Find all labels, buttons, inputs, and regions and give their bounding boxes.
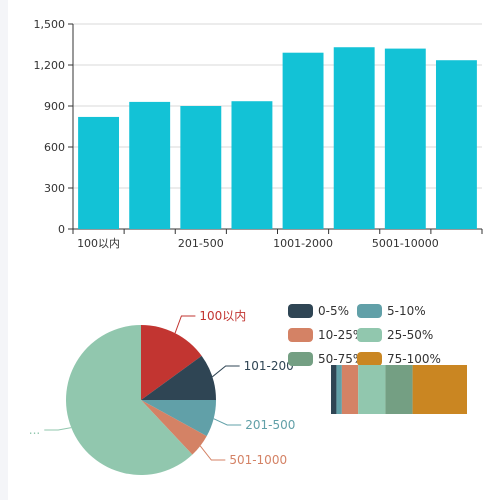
bar	[231, 101, 273, 229]
legend-label: 0-5%	[318, 304, 349, 318]
pie-leader-line	[44, 427, 72, 431]
stacked-segment	[341, 365, 359, 414]
legend-label: 5-10%	[387, 304, 426, 318]
stacked-segment	[358, 365, 386, 414]
x-tick-label: 5001-10000	[372, 237, 439, 250]
x-tick-label: 100以内	[77, 236, 120, 250]
pie-slice	[141, 355, 216, 400]
dashboard-panel: 0 300 600 900 1,200 1,500 100以内 201-500 1001-200…	[8, 0, 500, 500]
bar	[282, 52, 324, 230]
y-tick-label: 900	[44, 100, 65, 113]
x-tick-label: 201-500	[178, 237, 224, 250]
legend-label: 25-50%	[387, 328, 433, 342]
pie-leader-line	[212, 365, 240, 378]
charts-canvas: 0 300 600 900 1,200 1,500 100以内 201-500 1001-200…	[29, 18, 483, 475]
pie-leader-line	[174, 315, 196, 334]
stacked-segment	[412, 365, 467, 414]
pie-slice	[66, 325, 193, 475]
x-tick-label: 1001-2000	[273, 237, 333, 250]
legend-swatch	[288, 352, 313, 366]
bar	[384, 48, 426, 229]
bar	[333, 47, 375, 229]
pie-slice	[141, 400, 217, 437]
y-tick-label: 300	[44, 182, 65, 195]
pie-slice-label: 100以内	[199, 309, 246, 323]
y-tick-label: 1,500	[34, 18, 66, 31]
y-tick-label: 0	[58, 223, 65, 236]
bar	[435, 60, 477, 229]
legend-label: 10-25%	[318, 328, 364, 342]
bar	[180, 106, 222, 229]
stacked-segment	[336, 365, 342, 414]
legend-label: 75-100%	[387, 352, 441, 366]
legend-swatch	[357, 304, 382, 318]
pie-leader-line	[199, 445, 226, 461]
pie-slice-label: 101-200	[244, 359, 294, 373]
pie-leader-line	[213, 418, 242, 426]
legend-swatch	[288, 328, 313, 342]
stacked-segment	[331, 365, 337, 414]
stacked-segment	[385, 365, 413, 414]
pie-slice	[141, 325, 202, 400]
legend-label: 50-75%	[318, 352, 364, 366]
pie-slice	[141, 400, 207, 455]
bar	[78, 116, 120, 229]
pie-slice-label: 501-1000	[229, 453, 287, 467]
y-tick-label: 1,200	[34, 59, 66, 72]
legend-swatch	[288, 304, 313, 318]
legend-swatch	[357, 328, 382, 342]
bar	[129, 101, 171, 229]
pie-slice-label: ...	[29, 423, 40, 437]
y-tick-label: 600	[44, 141, 65, 154]
pie-slice-label: 201-500	[245, 418, 295, 432]
legend-swatch	[357, 352, 382, 366]
